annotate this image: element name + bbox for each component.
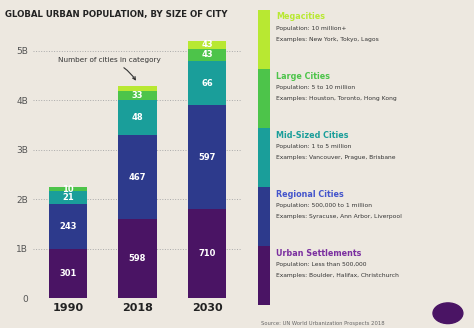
Bar [188, 49, 226, 61]
Text: Population: 5 to 10 million: Population: 5 to 10 million [276, 85, 355, 90]
Bar [49, 204, 87, 249]
Text: Mid-Sized Cities: Mid-Sized Cities [276, 131, 348, 139]
Text: 48: 48 [132, 113, 143, 122]
Bar [49, 249, 87, 298]
Text: Population: 1 to 5 million: Population: 1 to 5 million [276, 144, 351, 149]
Text: GLOBAL URBAN POPULATION, BY SIZE OF CITY: GLOBAL URBAN POPULATION, BY SIZE OF CITY [5, 10, 227, 19]
Text: 66: 66 [201, 79, 213, 88]
Circle shape [433, 303, 463, 323]
Text: Large Cities: Large Cities [276, 72, 330, 80]
Text: 710: 710 [198, 249, 216, 258]
Text: Source: UN World Urbanization Prospects 2018: Source: UN World Urbanization Prospects … [261, 321, 384, 326]
Text: Examples: Syracuse, Ann Arbor, Liverpool: Examples: Syracuse, Ann Arbor, Liverpool [276, 214, 402, 219]
Text: 43: 43 [201, 50, 213, 59]
Bar [49, 191, 87, 204]
Text: 243: 243 [59, 222, 77, 231]
Bar [188, 61, 226, 105]
Bar [118, 86, 156, 91]
Bar [188, 105, 226, 209]
Bar [188, 41, 226, 49]
Text: Examples: New York, Tokyo, Lagos: Examples: New York, Tokyo, Lagos [276, 37, 379, 42]
Text: 301: 301 [59, 269, 77, 278]
Text: 43: 43 [201, 40, 213, 49]
Text: Examples: Houston, Toronto, Hong Kong: Examples: Houston, Toronto, Hong Kong [276, 96, 397, 101]
Text: Population: 10 million+: Population: 10 million+ [276, 26, 346, 31]
Text: 21: 21 [62, 193, 74, 202]
Bar [118, 135, 156, 219]
Bar [118, 91, 156, 100]
Text: Population: 500,000 to 1 million: Population: 500,000 to 1 million [276, 203, 372, 208]
Text: 598: 598 [129, 255, 146, 263]
Bar [49, 187, 87, 191]
Text: 33: 33 [132, 91, 143, 100]
Text: Population: Less than 500,000: Population: Less than 500,000 [276, 262, 366, 267]
Bar [118, 219, 156, 298]
Text: 10: 10 [62, 185, 74, 194]
Text: Number of cities in category: Number of cities in category [57, 57, 160, 80]
Bar [188, 209, 226, 298]
Text: Examples: Vancouver, Prague, Brisbane: Examples: Vancouver, Prague, Brisbane [276, 155, 395, 160]
Text: Regional Cities: Regional Cities [276, 190, 344, 198]
Bar [118, 100, 156, 135]
Text: Examples: Boulder, Halifax, Christchurch: Examples: Boulder, Halifax, Christchurch [276, 273, 399, 278]
Text: 467: 467 [129, 173, 146, 182]
Text: Urban Settlements: Urban Settlements [276, 249, 361, 257]
Text: Megacities: Megacities [276, 12, 325, 21]
Text: 597: 597 [198, 153, 216, 162]
